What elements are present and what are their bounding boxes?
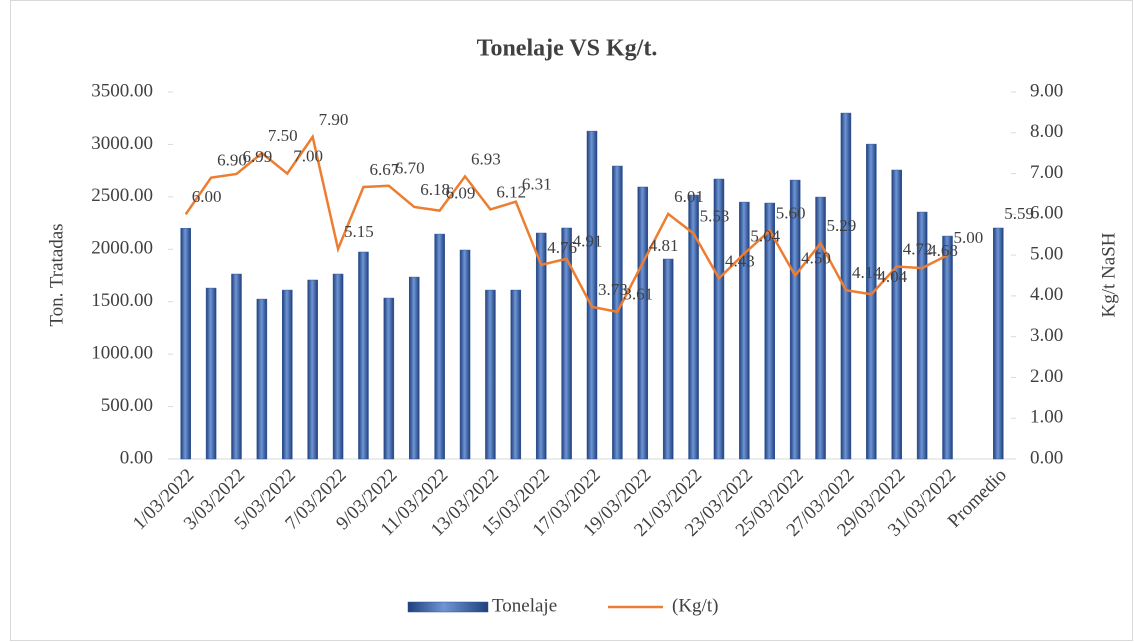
y-tick-label: 0.00 bbox=[120, 447, 153, 468]
data-label: 4.50 bbox=[801, 248, 831, 267]
bar bbox=[282, 289, 293, 460]
bar bbox=[434, 233, 445, 460]
data-label: 7.90 bbox=[319, 110, 349, 129]
data-label: 6.99 bbox=[242, 147, 272, 166]
data-label: 5.60 bbox=[776, 204, 806, 223]
data-label: 6.12 bbox=[496, 182, 526, 201]
bar bbox=[510, 289, 522, 460]
data-label: 6.01 bbox=[674, 187, 704, 206]
bar bbox=[739, 201, 750, 460]
y2-tick-label: 1.00 bbox=[1030, 407, 1063, 428]
y2-tick-label: 3.00 bbox=[1030, 325, 1063, 346]
bar bbox=[662, 258, 674, 460]
data-label: 5.53 bbox=[700, 206, 730, 225]
y2-tick-label: 4.00 bbox=[1030, 284, 1063, 305]
bar bbox=[180, 228, 191, 460]
data-label: 4.81 bbox=[649, 236, 679, 255]
data-label: 4.91 bbox=[573, 232, 603, 251]
data-label: 6.70 bbox=[395, 159, 425, 178]
data-label: 6.93 bbox=[471, 149, 501, 168]
bar bbox=[332, 273, 344, 460]
y2-tick-label: 8.00 bbox=[1030, 121, 1063, 142]
data-label: 5.15 bbox=[344, 222, 374, 241]
bar bbox=[815, 196, 826, 460]
data-label: 4.76 bbox=[547, 238, 577, 257]
bar bbox=[459, 249, 471, 460]
data-label: 5.04 bbox=[750, 226, 780, 245]
data-label: 7.00 bbox=[293, 146, 323, 165]
y-tick-label: 1000.00 bbox=[91, 343, 153, 364]
data-label: 6.90 bbox=[217, 151, 247, 170]
y2-axis-title: Kg/t NaSH bbox=[1098, 232, 1119, 317]
data-label: 6.18 bbox=[420, 180, 450, 199]
data-label: 4.43 bbox=[725, 251, 755, 270]
data-label: 3.73 bbox=[598, 280, 628, 299]
bar bbox=[307, 279, 318, 460]
bar bbox=[891, 169, 902, 460]
data-label: 6.67 bbox=[369, 160, 399, 179]
data-label: 3.61 bbox=[623, 285, 653, 304]
y-tick-label: 2500.00 bbox=[91, 185, 153, 206]
data-label: 5.59 bbox=[1004, 204, 1034, 223]
bar bbox=[688, 194, 699, 460]
data-label: 5.00 bbox=[954, 228, 984, 247]
bar bbox=[916, 211, 928, 460]
y2-tick-label: 9.00 bbox=[1030, 80, 1063, 101]
bar bbox=[993, 227, 1004, 460]
data-label: 4.04 bbox=[877, 267, 907, 286]
y-axis-title: Ton. Tratadas bbox=[46, 223, 67, 326]
y-tick-label: 2000.00 bbox=[91, 238, 153, 259]
y2-tick-label: 5.00 bbox=[1030, 243, 1063, 264]
bar bbox=[942, 235, 953, 460]
bar bbox=[408, 276, 420, 460]
y-tick-label: 1500.00 bbox=[91, 290, 153, 311]
line bbox=[184, 133, 949, 314]
legend-swatch bbox=[407, 601, 489, 613]
y-tick-label: 500.00 bbox=[101, 395, 153, 416]
data-label: 6.00 bbox=[192, 187, 222, 206]
bar bbox=[840, 112, 852, 460]
data-label: 5.29 bbox=[827, 216, 857, 235]
bar bbox=[561, 227, 572, 460]
bar bbox=[231, 273, 242, 460]
bar bbox=[205, 287, 217, 460]
chart-title: Tonelaje VS Kg/t. bbox=[477, 36, 658, 62]
bar bbox=[637, 186, 649, 460]
y2-tick-label: 0.00 bbox=[1030, 447, 1063, 468]
y2-tick-label: 7.00 bbox=[1030, 162, 1063, 183]
bar bbox=[256, 298, 268, 460]
data-label: 7.50 bbox=[268, 126, 298, 145]
bar bbox=[358, 251, 369, 460]
data-label: 4.68 bbox=[928, 241, 958, 260]
bar bbox=[383, 297, 395, 460]
y-tick-label: 3500.00 bbox=[91, 80, 153, 101]
data-label: 4.14 bbox=[852, 263, 882, 282]
bar bbox=[866, 143, 877, 460]
bar bbox=[713, 178, 725, 460]
bar bbox=[586, 130, 598, 460]
legend-label: (Kg/t) bbox=[672, 595, 718, 616]
bar bbox=[535, 232, 547, 460]
data-label: 6.31 bbox=[522, 175, 552, 194]
bar bbox=[485, 289, 496, 460]
y-tick-label: 3000.00 bbox=[91, 133, 153, 154]
legend-label: Tonelaje bbox=[492, 595, 557, 616]
data-label: 6.09 bbox=[446, 184, 476, 203]
bar bbox=[789, 179, 801, 460]
data-label: 4.72 bbox=[903, 239, 933, 258]
bar bbox=[764, 202, 776, 460]
y2-tick-label: 6.00 bbox=[1030, 203, 1063, 224]
y2-tick-label: 2.00 bbox=[1030, 366, 1063, 387]
